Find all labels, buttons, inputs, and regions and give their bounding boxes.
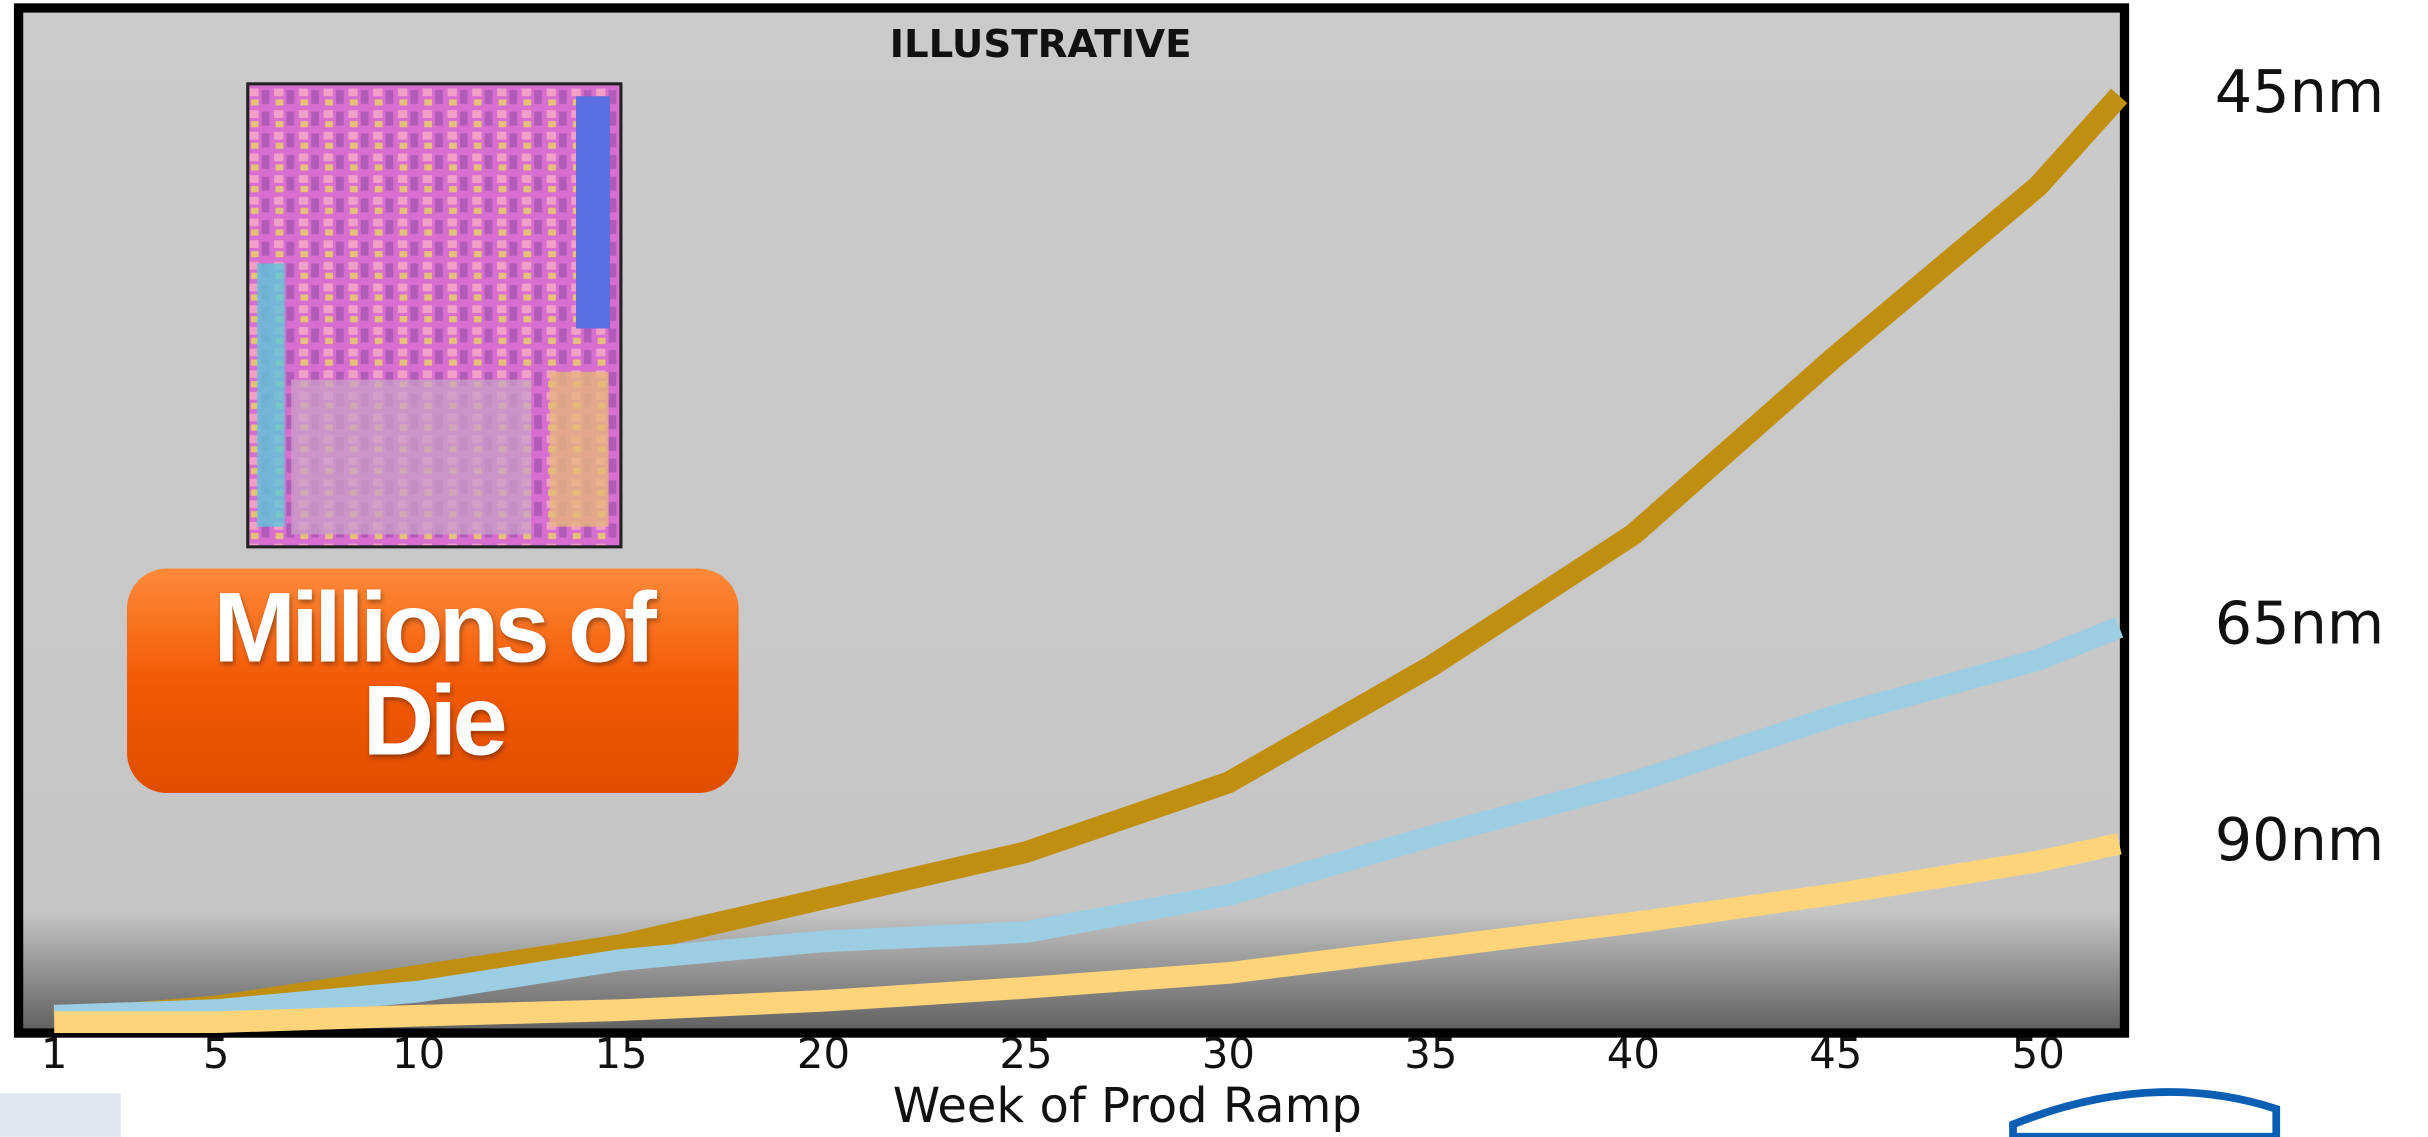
x-tick-label: 1 — [41, 1029, 68, 1078]
die-photo — [248, 84, 621, 547]
x-tick-label: 10 — [392, 1029, 445, 1078]
logo-fragment — [2013, 1092, 2276, 1137]
series-label: 65nm — [2215, 588, 2384, 657]
y-axis-label: Millions of Die — [142, 581, 723, 767]
x-tick-label: 50 — [2012, 1029, 2065, 1078]
x-tick-label: 45 — [1809, 1029, 1862, 1078]
x-tick-label: 25 — [999, 1029, 1052, 1078]
x-axis-label: Week of Prod Ramp — [893, 1078, 1362, 1134]
y-label-box: Millions of Die — [142, 581, 723, 782]
x-tick-label: 40 — [1607, 1029, 1660, 1078]
x-tick-label: 5 — [203, 1029, 230, 1078]
x-tick-label: 20 — [797, 1029, 850, 1078]
series-label: 45nm — [2215, 57, 2384, 126]
corner-image — [0, 1093, 121, 1136]
x-tick-label: 30 — [1202, 1029, 1255, 1078]
series-label: 90nm — [2215, 805, 2384, 874]
x-tick-label: 35 — [1404, 1029, 1457, 1078]
chart: ILLUSTRATIVE Millions of Die Week of Pro… — [0, 0, 2428, 1137]
x-tick-label: 15 — [594, 1029, 647, 1078]
chart-title: ILLUSTRATIVE — [890, 22, 1192, 67]
